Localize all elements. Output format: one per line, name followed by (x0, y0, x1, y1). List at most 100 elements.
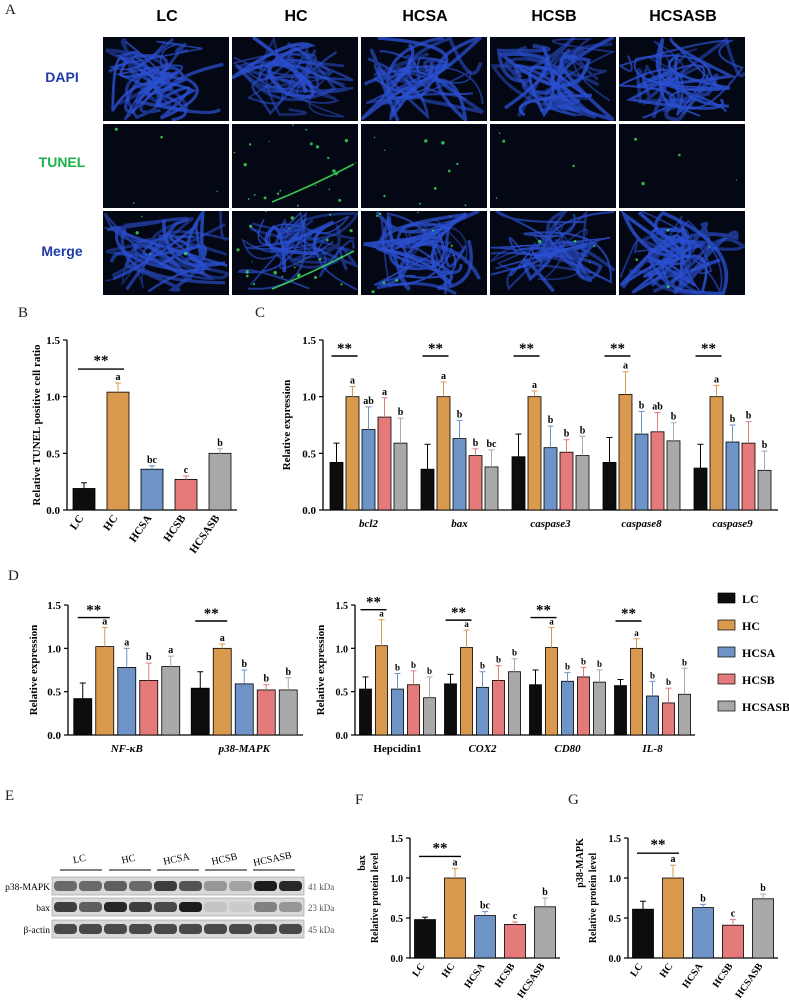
blot-band (254, 881, 277, 891)
y-axis-label: Relative expression (315, 625, 327, 716)
x-category-label: IL-8 (641, 743, 663, 755)
bar (650, 431, 665, 511)
significance-letter: b (395, 662, 400, 672)
significance-stars: ** (366, 595, 381, 611)
blot-band (179, 902, 202, 912)
bar (575, 455, 590, 511)
bar (577, 676, 590, 736)
significance-letter: a (623, 361, 628, 372)
blot-band (229, 881, 252, 891)
blot-group-label: HCSB (211, 851, 239, 867)
significance-letter: b (285, 667, 291, 678)
panel-a-group-title: HC (284, 8, 308, 25)
legend-swatch (717, 619, 736, 631)
bar (646, 695, 659, 736)
significance-letter: a (350, 375, 355, 386)
y-tick-label: 1.5 (391, 834, 404, 845)
significance-letter: a (116, 372, 121, 383)
y-axis-label: Relative protein level (370, 853, 381, 944)
significance-letter: b (762, 440, 768, 451)
row-label-merge: Merge (41, 243, 83, 259)
bar (377, 416, 392, 511)
blot-band (54, 902, 77, 912)
bar (722, 924, 744, 959)
bar (725, 441, 740, 511)
bar (618, 394, 633, 511)
blot-band (129, 924, 152, 934)
x-tick-label: HCSB (493, 961, 518, 990)
protein-name-label: bax (357, 855, 368, 871)
significance-letter: a (168, 645, 173, 656)
micrograph-merge-lc (103, 211, 229, 295)
bar (234, 683, 254, 736)
micrograph-merge-hcsb (490, 211, 616, 295)
micrograph-dapi-hcsasb (619, 37, 745, 121)
protein-name-label: p38-MAPK (575, 838, 586, 888)
bar (678, 693, 691, 736)
blot-band (204, 902, 227, 912)
significance-letter: c (731, 909, 736, 920)
panel-letter-a: A (5, 2, 16, 18)
legend-swatch (717, 700, 736, 712)
bar (484, 466, 499, 511)
bar (630, 647, 643, 736)
blot-band (104, 902, 127, 912)
blot-band (179, 881, 202, 891)
panel-a-group-title: HCSB (531, 8, 577, 25)
y-tick-label: 1.5 (46, 335, 60, 347)
x-tick-label: LC (68, 513, 87, 532)
significance-letter: b (496, 655, 501, 665)
bar (757, 469, 772, 511)
significance-letter: a (220, 633, 225, 644)
significance-letter: a (671, 854, 676, 865)
micrograph-tunel-hc (232, 124, 358, 208)
bar (752, 898, 774, 959)
bar (692, 907, 714, 959)
legend: LC HC HCSA HCSB HCSASB (717, 592, 789, 714)
x-tick-label: HCSA (127, 513, 154, 545)
bar (444, 877, 466, 959)
bar (662, 877, 684, 959)
significance-letter: b (682, 657, 687, 667)
x-category-label: COX2 (468, 743, 497, 755)
significance-stars: ** (337, 341, 352, 357)
y-tick-label: 0.0 (391, 954, 404, 965)
bar (666, 440, 681, 511)
panel-letter-d: D (8, 568, 19, 584)
bar (543, 447, 558, 511)
significance-letter: b (746, 411, 752, 422)
x-category-label: NF-κB (110, 743, 143, 755)
significance-letter: a (532, 380, 537, 391)
bar (559, 451, 574, 511)
blot-band (154, 924, 177, 934)
micrograph-merge-hc (232, 211, 358, 295)
blot-band (104, 924, 127, 934)
blot-band (54, 881, 77, 891)
y-tick-label: 0.0 (609, 954, 622, 965)
blot-band (229, 902, 252, 912)
x-tick-label: LC (628, 961, 645, 979)
bar (693, 467, 708, 511)
significance-stars: ** (428, 341, 443, 357)
x-category-label: caspase3 (530, 518, 571, 530)
panel-a-group-title: HCSA (402, 8, 448, 25)
legend-label: LC (742, 592, 759, 606)
bar (460, 647, 473, 736)
significance-letter: a (714, 374, 719, 385)
bar (73, 698, 93, 736)
x-tick-label: HCSASB (187, 512, 222, 555)
blot-band (54, 924, 77, 934)
significance-stars: ** (621, 606, 636, 622)
panel-a-group-title: HCSASB (649, 8, 717, 25)
y-tick-label: 1.0 (47, 643, 61, 655)
bar (208, 452, 232, 511)
x-tick-label: HCSASB (515, 961, 547, 1000)
bar (95, 646, 115, 736)
bar (345, 396, 360, 511)
y-tick-label: 0.5 (391, 914, 404, 925)
significance-letter: bc (487, 439, 498, 450)
significance-letter: a (124, 637, 129, 648)
micrograph-tunel-hcsasb (619, 124, 745, 208)
significance-letter: ab (652, 402, 663, 413)
panel-letter-f: F (355, 792, 364, 808)
